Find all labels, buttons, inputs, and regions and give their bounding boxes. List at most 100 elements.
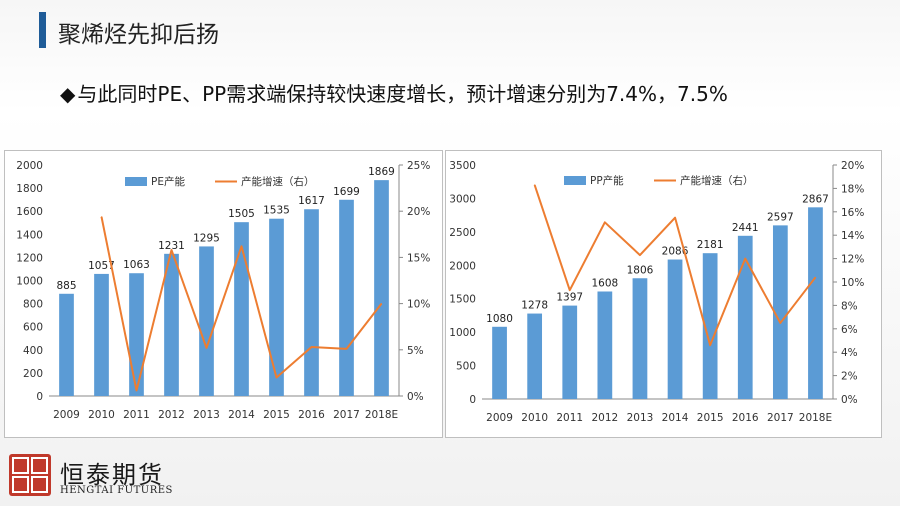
x-tick-label: 2013 [193,409,220,421]
left-y-tick-label: 1800 [16,183,43,195]
x-tick-label: 2011 [123,409,150,421]
pe-capacity-chart-panel: 0 200 400 600 800 1000 1200 1400 1600 1800 2000 0% 5… [4,150,443,438]
right-y-tick-label: 25% [407,160,430,172]
x-tick-label: 2009 [486,412,513,424]
x-tick-label: 2009 [53,409,80,421]
left-y-tick-label: 0 [469,394,476,406]
x-tick-label: 2014 [228,409,255,421]
bullet-point: ◆ 与此同时PE、PP需求端保持较快速度增长，预计增速分别为7.4%，7.5% [60,78,728,107]
company-name-en: HENGTAI FUTURES [60,485,173,496]
right-y-tick-label: 10% [407,299,430,311]
growth-rate-point [569,289,571,291]
left-y-tick-label: 600 [23,322,43,334]
left-y-tick-label: 400 [23,345,43,357]
right-y-tick-label: 6% [841,324,858,336]
left-y-tick-label: 2000 [16,160,43,172]
title-bar: 聚烯烃先抑后扬 [0,0,900,62]
left-y-tick-label: 0 [36,391,43,403]
bar [667,259,683,399]
left-y-tick-label: 2500 [449,227,476,239]
bar [339,199,354,396]
bar-data-label: 1231 [158,240,185,252]
growth-rate-point [136,389,137,391]
bar [527,313,543,399]
bar-data-label: 1057 [88,260,115,272]
left-y-tick-label: 1000 [16,276,43,288]
growth-rate-point [101,216,102,218]
pp-capacity-chart: 0 500 1000 1500 2000 2500 3000 3500 0% 2% 4% 6% 8% 10… [449,160,864,424]
bar-data-label: 2867 [802,193,829,205]
bar-data-label: 1806 [627,264,654,276]
growth-rate-point [241,245,242,247]
bar [562,305,578,399]
bar [269,218,284,396]
bar-data-label: 1063 [123,259,150,271]
bar [129,273,144,396]
bar-data-label: 1535 [263,205,290,217]
bar [492,326,507,399]
left-y-tick-label: 1000 [449,327,476,339]
left-y-tick-label: 500 [456,361,476,373]
x-tick-label: 2018E [799,412,832,424]
right-y-tick-label: 2% [841,371,858,383]
company-name-cn: 恒泰期货 [60,461,164,489]
right-y-tick-label: 15% [407,252,430,264]
bar [94,273,109,396]
diamond-bullet-icon: ◆ [60,82,76,106]
right-y-tick-label: 5% [407,345,424,357]
bar-data-label: 2441 [732,222,759,234]
company-seal-logo [8,453,52,497]
x-tick-label: 2017 [333,409,360,421]
pe-capacity-chart: 0 200 400 600 800 1000 1200 1400 1600 1800 2000 0% 5… [16,160,430,421]
bar [597,291,613,399]
bar-data-label: 1397 [556,292,583,304]
left-y-tick-label: 200 [23,368,43,380]
growth-rate-point [779,322,781,324]
right-y-tick-label: 12% [841,254,864,266]
growth-rate-point [814,276,816,278]
right-y-tick-label: 10% [841,277,864,289]
x-tick-label: 2012 [158,409,185,421]
bar-data-label: 1869 [368,166,395,178]
pp-capacity-chart-panel: 0 500 1000 1500 2000 2500 3000 3500 0% 2% 4% 6% 8% 10… [445,150,882,438]
x-tick-label: 2014 [662,412,689,424]
bar-data-label: 1617 [298,195,325,207]
growth-rate-point [604,221,606,223]
bar [737,235,753,399]
right-y-tick-label: 0% [407,391,424,403]
bar [702,253,718,399]
bar [304,209,319,396]
bar [374,180,389,396]
bar [59,293,74,396]
legend-line-label: 产能增速（右） [680,174,754,187]
bar [199,246,214,396]
right-y-tick-label: 20% [841,160,864,172]
left-y-tick-label: 1600 [16,206,43,218]
x-tick-label: 2010 [88,409,115,421]
growth-rate-point [381,303,382,305]
bar-data-label: 1278 [521,300,548,312]
slide-title: 聚烯烃先抑后扬 [58,22,219,48]
bar-data-label: 1080 [486,313,513,325]
left-y-tick-label: 1200 [16,252,43,264]
bar-data-label: 2086 [662,246,689,258]
left-y-tick-label: 1500 [449,294,476,306]
growth-rate-point [709,344,711,346]
bar [772,225,788,399]
x-tick-label: 2016 [298,409,325,421]
growth-rate-point [744,258,746,260]
growth-rate-point [534,184,536,186]
growth-rate-point [346,348,347,350]
left-y-tick-label: 3500 [449,160,476,172]
growth-rate-point [276,377,277,379]
growth-rate-point [311,346,312,348]
bar-data-label: 1699 [333,186,360,198]
bar-data-label: 1295 [193,232,220,244]
x-tick-label: 2013 [627,412,654,424]
legend-bar-label: PP产能 [590,174,624,187]
growth-rate-point [206,347,207,349]
right-y-tick-label: 14% [841,230,864,242]
x-tick-label: 2018E [365,409,398,421]
growth-rate-point [171,249,172,251]
left-y-tick-label: 3000 [449,193,476,205]
